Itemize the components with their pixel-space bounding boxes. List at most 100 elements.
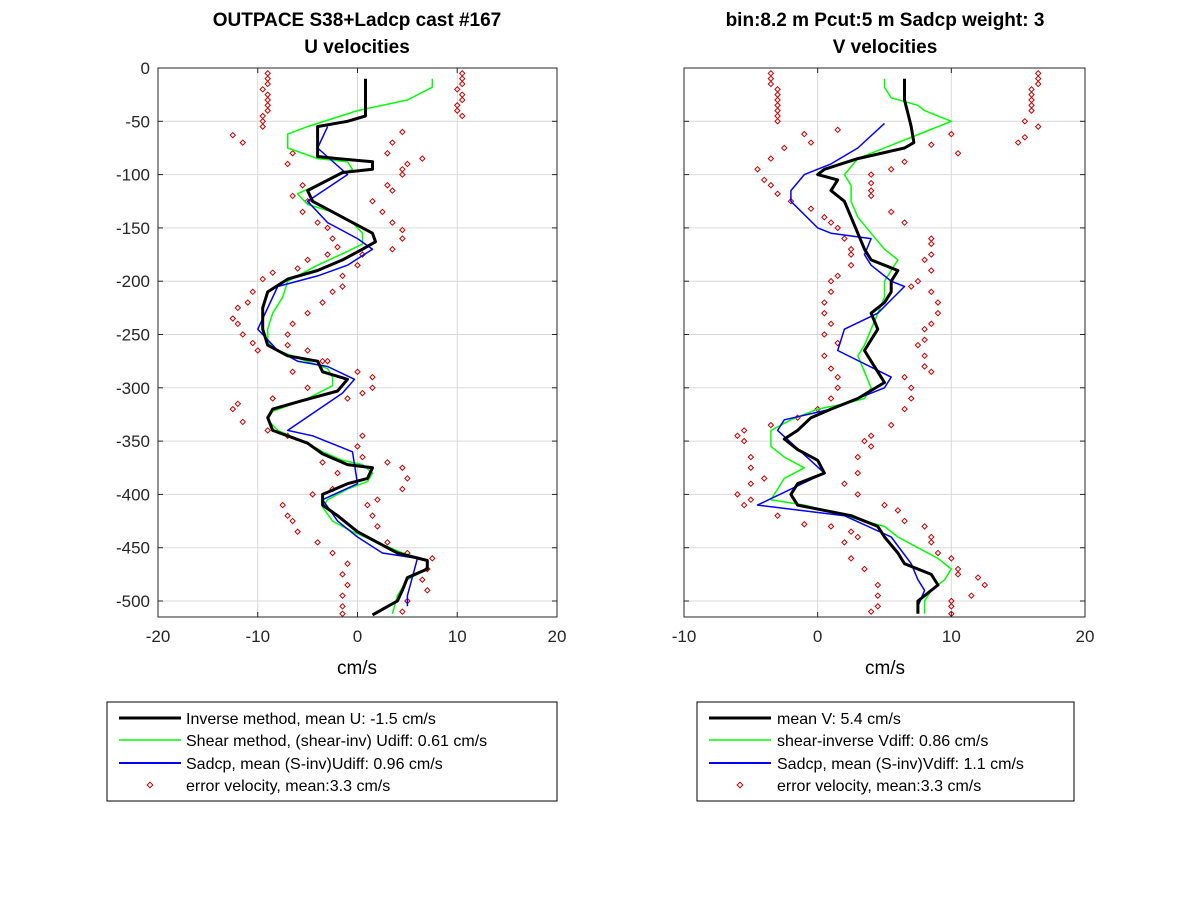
u-error-velocity-point <box>344 560 351 568</box>
u-legend-item-error: error velocity, mean:3.3 cm/s <box>186 778 390 795</box>
v-error-velocity-point <box>800 520 808 528</box>
v-series-sadcp <box>756 122 926 607</box>
u-xtick-label: 0 <box>353 627 362 646</box>
u-error-velocity-point <box>244 299 252 306</box>
u-error-velocity-point <box>259 123 267 130</box>
v-error-velocity-point <box>740 501 748 509</box>
v-error-velocity-point <box>934 309 942 317</box>
v-error-velocity-point <box>767 80 775 88</box>
v-error-velocity-point <box>847 528 855 536</box>
u-error-velocity-point <box>294 528 301 536</box>
u-error-velocity-point <box>389 245 396 253</box>
u-error-velocity-point <box>324 357 331 365</box>
u-legend: Inverse method, mean U: -1.5 cm/s Shear … <box>106 701 558 802</box>
v-legend-item-inverse: mean V: 5.4 cm/s <box>777 711 901 728</box>
u-error-velocity-point <box>369 512 376 520</box>
u-error-velocity-point <box>319 357 326 365</box>
v-series-inverse <box>782 78 940 614</box>
v-error-velocity-point <box>821 309 828 317</box>
u-error-velocity-point <box>289 320 296 328</box>
v-error-velocity-point <box>847 555 855 562</box>
v-error-velocity-point <box>740 437 748 445</box>
u-error-velocity-point <box>424 587 431 594</box>
u-error-velocity-point <box>279 501 286 509</box>
u-error-velocity-point <box>334 469 341 477</box>
v-error-velocity-point <box>921 363 928 370</box>
u-series-inverse <box>261 78 429 617</box>
v-error-velocity-point <box>1021 133 1029 141</box>
u-plot-area: -20 -10 0 10 200-50-100-150-200-250-300-350-… <box>116 59 566 646</box>
u-error-velocity-point <box>354 368 361 376</box>
v-error-velocity-point <box>847 261 855 269</box>
u-error-velocity-point <box>458 96 466 104</box>
u-ytick-label: -300 <box>116 379 150 398</box>
v-error-velocity-point <box>1014 139 1022 146</box>
v-error-velocity-point <box>874 603 882 610</box>
u-error-velocity-point <box>458 80 466 88</box>
v-error-velocity-point <box>927 267 935 274</box>
u-xlabel: cm/s <box>337 658 377 679</box>
u-error-velocity-point <box>229 405 237 413</box>
v-error-velocity-point <box>747 496 755 504</box>
u-error-velocity-point <box>329 549 336 557</box>
v-error-velocity-point <box>927 368 935 376</box>
u-error-velocity-point <box>314 539 321 546</box>
u-error-velocity-point <box>399 171 406 178</box>
v-error-velocity-point <box>907 384 915 392</box>
u-ytick-label: -500 <box>116 592 150 611</box>
u-data-layer <box>229 70 466 617</box>
v-error-velocity-point <box>874 592 882 599</box>
v-error-velocity-point <box>867 443 875 450</box>
v-error-velocity-point <box>907 283 915 290</box>
v-error-velocity-point <box>740 427 748 434</box>
u-error-velocity-point <box>234 320 242 328</box>
v-legend-item-sadcp: Sadcp, mean (S-inv)Vdiff: 1.1 cm/s <box>777 756 1024 773</box>
v-legend-item-error: error velocity, mean:3.3 cm/s <box>777 778 981 795</box>
v-axes-background <box>684 68 1085 617</box>
v-error-velocity-point <box>1021 117 1029 125</box>
v-error-velocity-point <box>881 501 888 509</box>
u-error-velocity-point <box>339 603 346 610</box>
v-axes-box <box>683 67 1086 618</box>
v-error-velocity-point <box>974 574 982 581</box>
u-error-velocity-point <box>399 608 406 615</box>
u-error-velocity-point <box>374 523 381 530</box>
v-error-velocity-point <box>894 507 902 514</box>
u-error-velocity-point <box>264 427 272 434</box>
v-error-velocity-point <box>1034 80 1042 88</box>
v-error-velocity-point <box>927 320 935 328</box>
u-error-velocity-point <box>384 181 391 189</box>
v-error-velocity-point <box>827 288 835 296</box>
u-error-velocity-point <box>384 149 391 157</box>
u-error-velocity-point <box>259 86 267 93</box>
u-error-velocity-point <box>284 512 291 520</box>
v-title-line1: bin:8.2 m Pcut:5 m Sadcp weight: 3 <box>726 10 1045 31</box>
v-data-layer <box>734 70 1042 617</box>
u-error-velocity-point <box>299 208 306 216</box>
v-error-velocity-point <box>927 240 935 248</box>
v-error-velocity-point <box>834 339 842 347</box>
v-velocity-panel: bin:8.2 m Pcut:5 m Sadcp weight: 3 V vel… <box>672 10 1094 802</box>
v-error-velocity-point <box>861 437 868 445</box>
v-error-velocity-point <box>867 192 875 200</box>
u-error-velocity-point <box>404 475 411 482</box>
u-xtick-label: 20 <box>548 627 567 646</box>
v-error-velocity-point <box>901 219 908 226</box>
u-error-velocity-point <box>304 347 311 354</box>
v-error-velocity-point <box>821 299 828 306</box>
u-error-velocity-point <box>304 384 311 392</box>
v-error-velocity-point <box>834 373 842 381</box>
v-error-velocity-point <box>774 117 781 125</box>
u-error-velocity-point <box>239 331 247 338</box>
u-xtick-label: -10 <box>245 627 270 646</box>
v-error-velocity-point <box>954 571 962 578</box>
u-error-velocity-point <box>299 181 306 189</box>
v-error-velocity-point <box>734 432 741 440</box>
u-error-velocity-point <box>264 107 272 114</box>
v-error-velocity-point <box>927 251 935 258</box>
v-error-velocity-point <box>901 373 908 381</box>
u-error-velocity-point <box>419 155 426 162</box>
u-ytick-label: -100 <box>116 166 150 185</box>
u-error-velocity-point <box>314 219 321 226</box>
v-error-velocity-point <box>787 197 795 205</box>
